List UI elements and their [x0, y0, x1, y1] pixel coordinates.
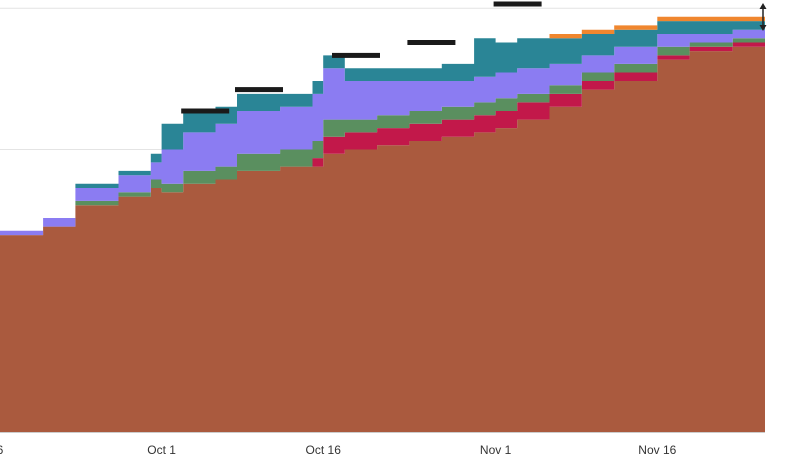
scroll-arrows-icon[interactable]: [759, 3, 767, 31]
marker-bar: [407, 40, 456, 45]
marker-bar: [332, 52, 380, 58]
arrow-up-icon[interactable]: [759, 3, 767, 9]
x-tick-label: Nov 1: [480, 443, 512, 457]
x-tick-label: 6: [0, 443, 4, 457]
series-area-3: [0, 34, 765, 236]
x-tick-label: Oct 16: [306, 443, 342, 457]
series-areas: [0, 12, 765, 432]
marker-bar: [181, 108, 230, 114]
x-axis-ticks: 6 Oct 1 Oct 16 Nov 1 Nov 16: [0, 443, 677, 457]
marker-bars: [181, 1, 542, 114]
x-tick-label: Oct 1: [147, 443, 176, 457]
marker-bar: [235, 87, 283, 93]
marker-bar: [493, 1, 542, 7]
series-area-2: [0, 38, 765, 236]
x-tick-label: Nov 16: [638, 443, 676, 457]
series-area-4: [0, 25, 765, 236]
series-area-1: [0, 42, 765, 432]
arrow-down-icon[interactable]: [759, 25, 767, 31]
